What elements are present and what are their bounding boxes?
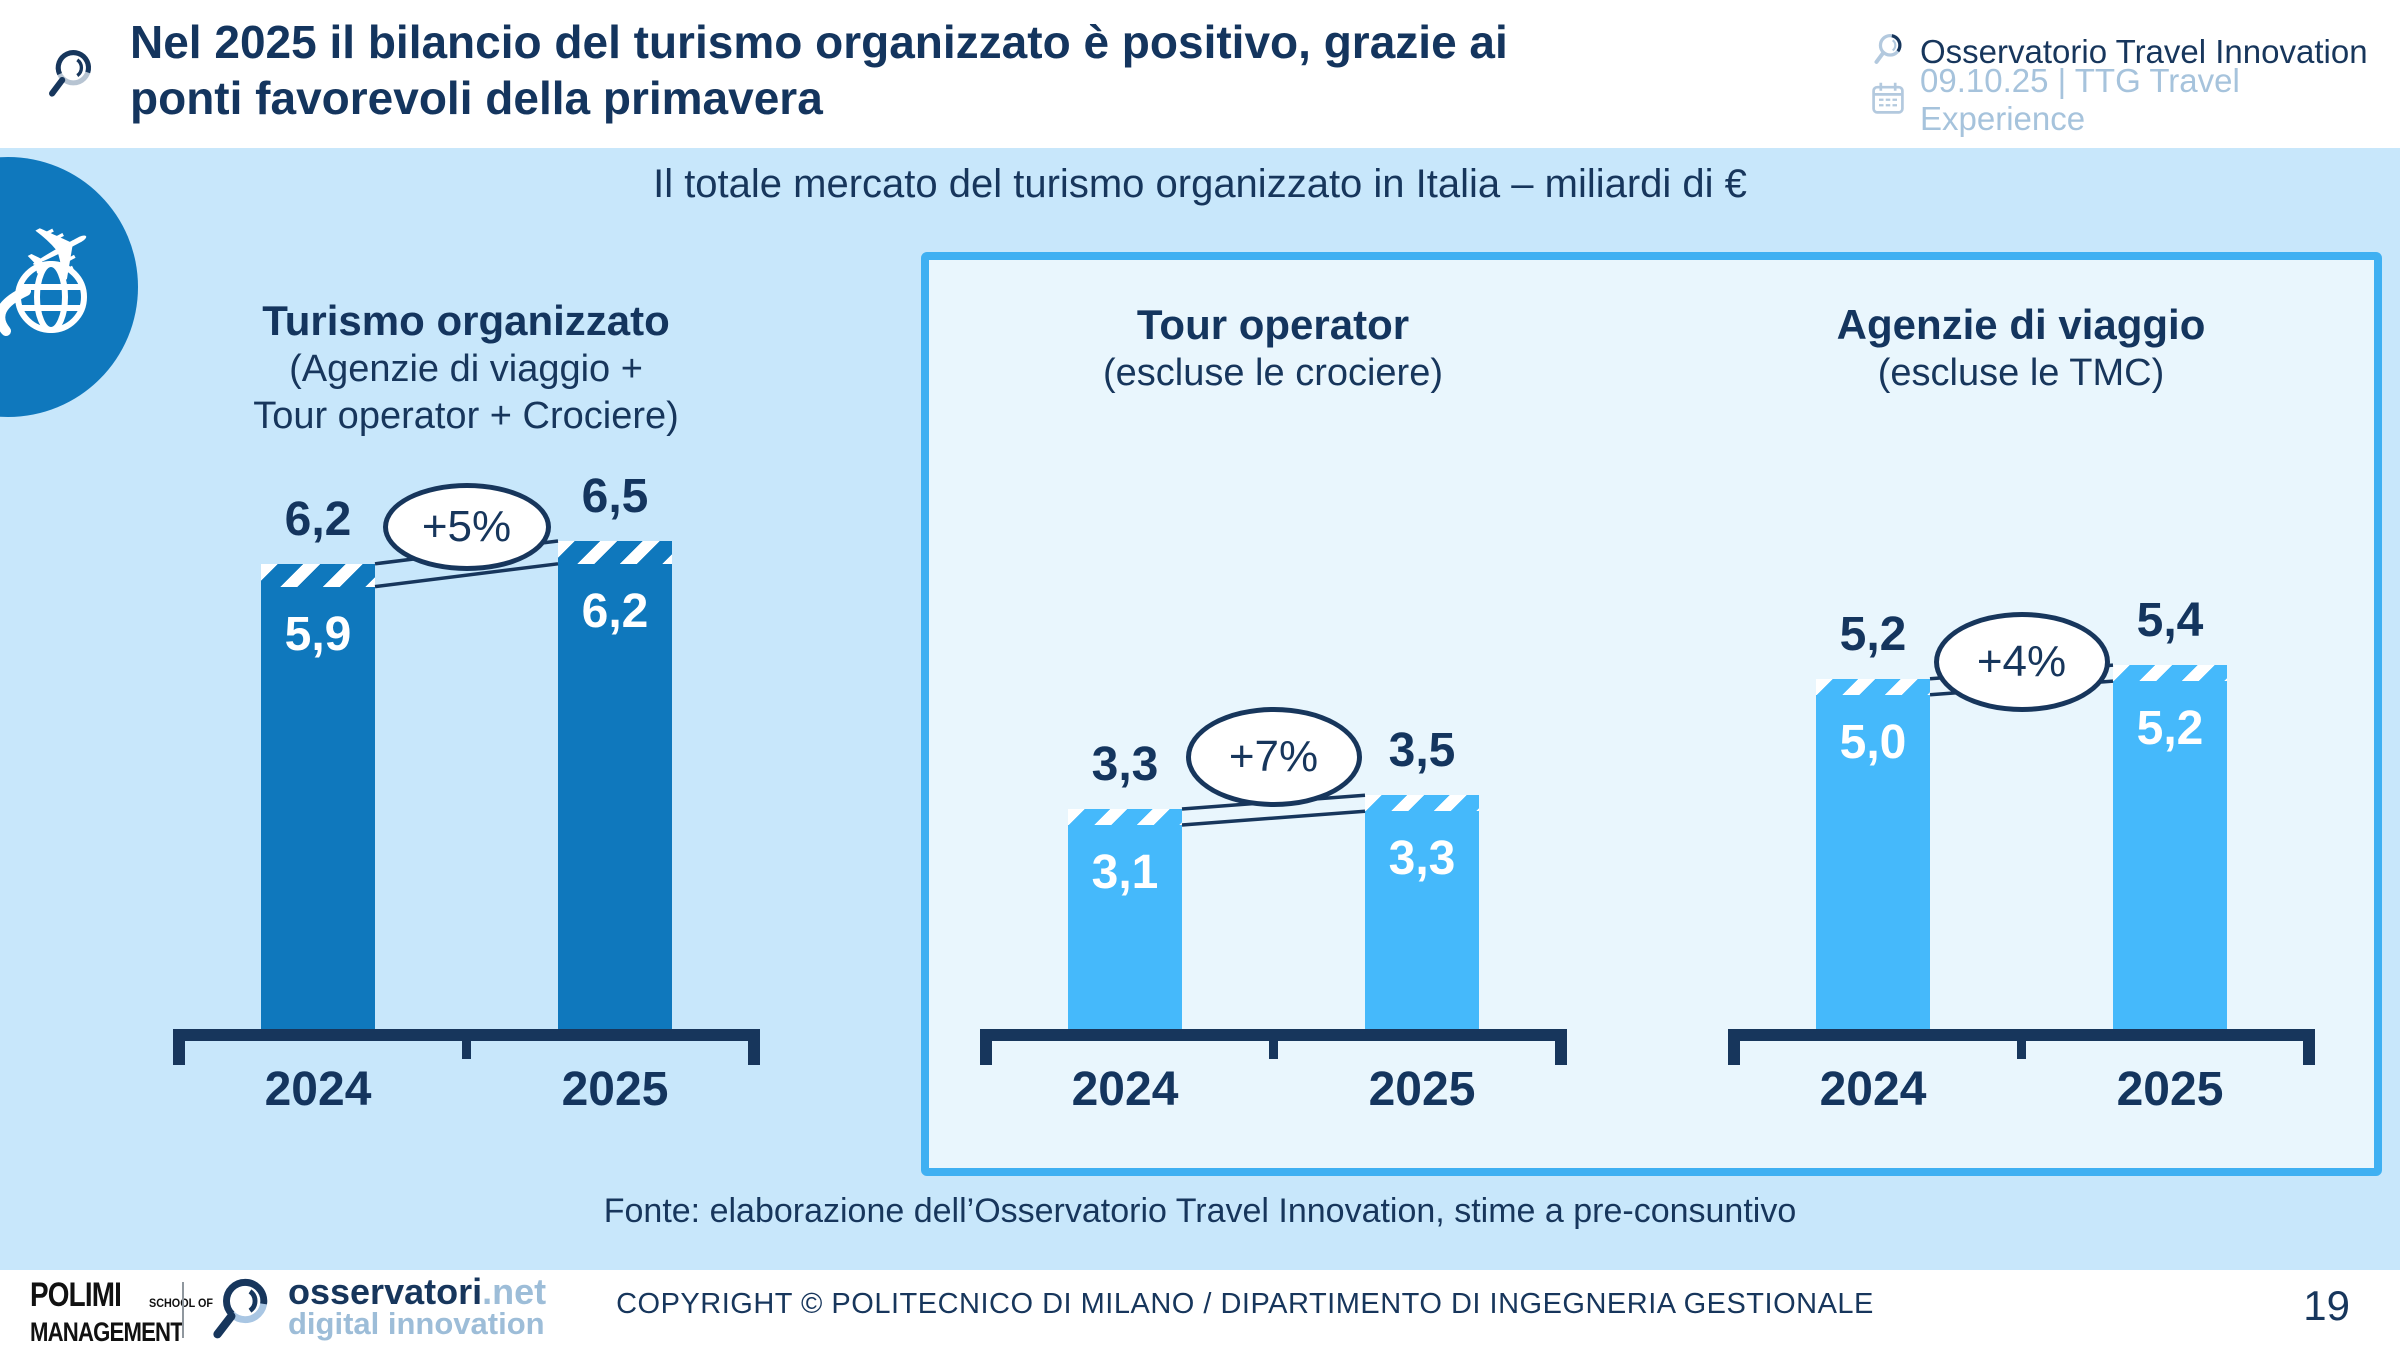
airplane-globe-icon: ✈ bbox=[0, 192, 126, 352]
date-row: 09.10.25 | TTG Travel Experience bbox=[1870, 62, 2400, 137]
band-subtitle: Il totale mercato del turismo organizzat… bbox=[653, 162, 1747, 206]
bar-value-label: 5,9 bbox=[284, 607, 352, 661]
chart3-title: Agenzie di viaggio bbox=[1836, 301, 2206, 348]
bar-2024 bbox=[261, 563, 375, 1035]
bar-2025 bbox=[2113, 665, 2227, 1035]
growth-badge: +7% bbox=[1185, 707, 1362, 807]
bar-total-label: 5,4 bbox=[2136, 594, 2204, 648]
bar-2024 bbox=[1816, 678, 1930, 1035]
svg-text:✈: ✈ bbox=[6, 227, 114, 312]
osservatori-wordmark: osservatori.net digital innovation bbox=[288, 1274, 546, 1341]
bar-hatch-segment bbox=[1816, 678, 1930, 695]
polimi-management: MANAGEMENT bbox=[30, 1317, 184, 1347]
header-bar: Nel 2025 il bilancio del turismo organiz… bbox=[0, 0, 2400, 151]
bar-value-label: 3,3 bbox=[1388, 832, 1456, 886]
chart2-title-block: Tour operator (escluse le crociere) bbox=[993, 300, 1553, 397]
chart1-subtitle-line1: (Agenzie di viaggio + bbox=[289, 348, 643, 390]
bar-value-label: 5,2 bbox=[2136, 702, 2204, 756]
brand-label: Osservatorio Travel Innovation bbox=[1920, 33, 2368, 70]
polimi-schoolof: SCHOOL OF bbox=[149, 1296, 214, 1310]
bar-total-label: 6,2 bbox=[284, 492, 352, 546]
chart1-title: Turismo organizzato bbox=[262, 297, 670, 344]
footer-bar bbox=[0, 1270, 2400, 1350]
magnifier-logo-icon bbox=[42, 44, 98, 111]
bar-total-label: 5,2 bbox=[1839, 607, 1907, 661]
chart3-title-block: Agenzie di viaggio (escluse le TMC) bbox=[1741, 300, 2301, 397]
calendar-icon bbox=[1870, 80, 1906, 121]
bar-hatch-segment bbox=[2113, 665, 2227, 682]
copyright-text: COPYRIGHT © POLITECNICO DI MILANO / DIPA… bbox=[616, 1288, 1874, 1320]
osservatori-tagline: digital innovation bbox=[288, 1306, 545, 1341]
slide-title: Nel 2025 il bilancio del turismo organiz… bbox=[130, 14, 1508, 126]
slide-title-line2: ponti favorevoli della primavera bbox=[130, 72, 823, 124]
bar-value-label: 5,0 bbox=[1839, 715, 1907, 769]
x-axis-year-label: 2024 bbox=[1071, 1063, 1179, 1116]
chart1-subtitle-line2: Tour operator + Crociere) bbox=[253, 395, 679, 437]
event-date-label: 09.10.25 | TTG Travel Experience bbox=[1920, 62, 2240, 137]
source-note: Fonte: elaborazione dell’Osservatorio Tr… bbox=[603, 1192, 1797, 1230]
chart3-subtitle: (escluse le TMC) bbox=[1877, 352, 2165, 394]
chart2-title: Tour operator bbox=[1136, 301, 1410, 348]
polimi-wordmark: POLIMI bbox=[30, 1276, 122, 1314]
x-axis-year-label: 2024 bbox=[1819, 1063, 1927, 1116]
chart1-title-block: Turismo organizzato (Agenzie di viaggio … bbox=[186, 296, 746, 440]
bar-2025 bbox=[1365, 795, 1479, 1035]
x-axis-year-label: 2024 bbox=[264, 1063, 372, 1116]
bar-hatch-segment bbox=[558, 541, 672, 564]
chart2-subtitle: (escluse le crociere) bbox=[1103, 352, 1443, 394]
bar-value-label: 3,1 bbox=[1091, 845, 1159, 899]
bar-2024 bbox=[1068, 808, 1182, 1035]
slide-title-line1: Nel 2025 il bilancio del turismo organiz… bbox=[130, 16, 1508, 68]
brand-row: Osservatorio Travel Innovation bbox=[1870, 28, 2400, 76]
growth-badge: +5% bbox=[382, 483, 551, 571]
osservatori-name: osservatori bbox=[288, 1271, 483, 1312]
growth-badge: +4% bbox=[1933, 612, 2110, 712]
bar-2025 bbox=[558, 541, 672, 1035]
magnifier-small-icon bbox=[1870, 30, 1906, 75]
bar-total-label: 6,5 bbox=[581, 470, 649, 523]
header-meta: Osservatorio Travel Innovation 09.10.25 … bbox=[1870, 28, 2400, 137]
bar-hatch-segment bbox=[261, 563, 375, 587]
bar-total-label: 3,5 bbox=[1388, 724, 1456, 778]
x-axis-year-label: 2025 bbox=[561, 1063, 669, 1116]
x-axis-year-label: 2025 bbox=[2116, 1063, 2224, 1116]
bar-hatch-segment bbox=[1068, 808, 1182, 825]
bar-total-label: 3,3 bbox=[1091, 737, 1159, 791]
polimi-logo: POLIMI SCHOOL OF MANAGEMENT bbox=[30, 1276, 220, 1348]
osservatori-magnifier-icon bbox=[206, 1272, 276, 1350]
osservatori-tld: .net bbox=[482, 1271, 547, 1312]
bar-hatch-segment bbox=[1365, 795, 1479, 812]
x-axis-year-label: 2025 bbox=[1368, 1063, 1476, 1116]
page-number: 19 bbox=[2303, 1282, 2350, 1329]
bar-value-label: 6,2 bbox=[581, 584, 649, 638]
footer-divider bbox=[182, 1282, 184, 1338]
